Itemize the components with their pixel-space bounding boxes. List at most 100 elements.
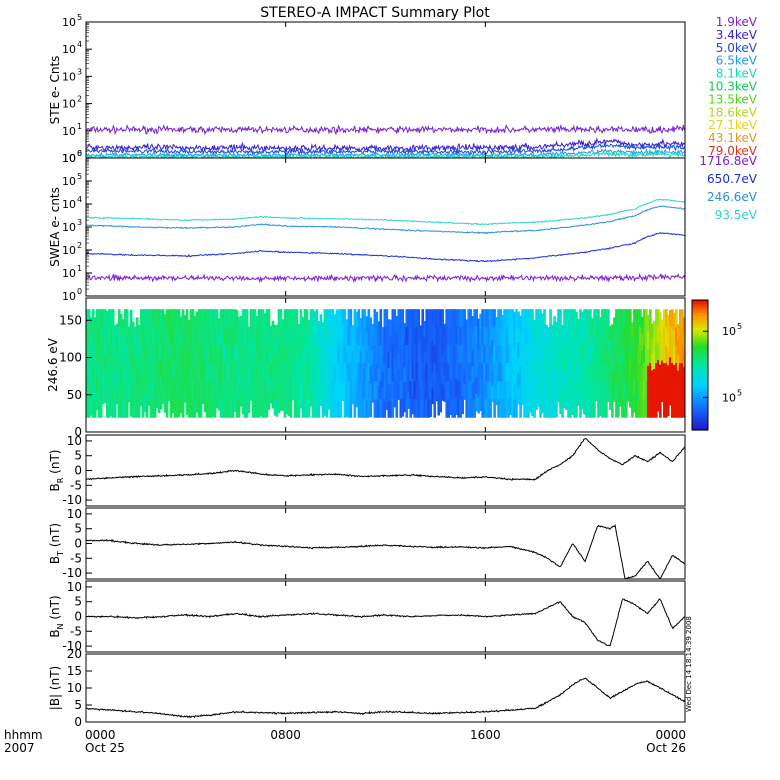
panel-pad-cell <box>511 345 514 364</box>
panel-pad-cell <box>369 350 373 368</box>
panel-bt-ytick-label: -10 <box>62 566 82 580</box>
panel-pad-cell <box>397 324 401 340</box>
panel-pad-cell <box>649 327 652 346</box>
panel-pad-cell <box>667 398 670 417</box>
panel-pad-cell <box>383 345 387 364</box>
panel-pad-cell <box>501 348 504 367</box>
panel-pad-cell <box>237 400 241 418</box>
panel-pad-cell <box>187 368 191 386</box>
panel-pad-cell <box>233 394 237 412</box>
panel-bmag-ylabel-unit: (nT) <box>48 666 62 694</box>
panel-pad-cell <box>621 381 624 400</box>
panel-pad-cell <box>131 337 135 355</box>
panel-pad-cell <box>671 345 674 364</box>
panel-pad-cell <box>459 399 462 418</box>
panel-pad-cell <box>341 370 345 386</box>
panel-pad-cell <box>675 381 678 400</box>
panel-pad-cell <box>561 355 564 372</box>
legend-ste-6: 13.5keV <box>708 92 758 106</box>
panel-pad-cell <box>435 309 439 326</box>
panel-pad-cell <box>511 399 514 418</box>
panel-pad-cell <box>529 343 532 362</box>
panel-pad-ytick-label: 100 <box>59 351 82 365</box>
panel-pad-cell <box>391 327 395 346</box>
side-timestamp: Wed Dec 14 18:14:39 2008 <box>685 616 693 712</box>
panel-pad-cell <box>313 311 317 330</box>
panel-pad-cell <box>441 384 445 401</box>
panel-pad-cell <box>105 310 109 330</box>
panel-bn-ytick-label: -5 <box>70 624 82 638</box>
panel-pad-cell <box>401 344 405 364</box>
panel-pad-cell <box>355 390 359 408</box>
panel-pad-cell <box>619 389 622 407</box>
panel-pad-cell <box>669 388 672 406</box>
panel-pad-cell <box>113 401 117 418</box>
panel-pad-cell <box>471 315 474 334</box>
panel-pad-cell <box>543 309 546 328</box>
panel-pad-cell <box>427 399 431 418</box>
panel-pad-cell <box>543 345 546 364</box>
panel-pad-cell <box>101 324 105 342</box>
panel-pad-cell <box>379 399 383 418</box>
panel-pad-cell <box>461 361 464 380</box>
panel-pad-cell <box>115 390 119 405</box>
panel-pad-cell <box>621 399 624 418</box>
panel-pad-cell <box>395 315 399 334</box>
panel-pad-cell <box>477 397 480 414</box>
panel-pad-cell <box>323 362 327 381</box>
panel-pad-cell <box>91 399 95 418</box>
panel-pad-cell <box>397 339 401 355</box>
panel-pad-cell <box>153 327 157 346</box>
panel-pad-cell <box>325 327 329 346</box>
panel-pad-cell <box>425 309 429 328</box>
panel-pad-cell <box>403 396 407 413</box>
panel-pad-cell <box>673 312 676 331</box>
panel-pad-cell <box>621 327 624 346</box>
panel-pad-cell <box>543 327 546 346</box>
panel-pad-cell <box>357 345 361 364</box>
panel-pad-cell <box>349 363 353 382</box>
panel-pad-cell <box>595 385 598 402</box>
panel-pad-cell <box>545 355 548 372</box>
panel-pad-cell <box>249 324 253 341</box>
panel-pad-cell <box>481 309 484 328</box>
panel-pad-cell <box>459 381 462 400</box>
panel-pad-cell <box>421 345 425 364</box>
panel-pad-cell <box>613 359 616 374</box>
panel-pad-cell <box>283 363 287 382</box>
panel-pad-cell <box>469 381 472 400</box>
panel-pad-cell <box>465 335 468 353</box>
panel-pad-cell <box>355 311 359 329</box>
panel-pad-cell <box>609 353 612 369</box>
panel-ste-series-0 <box>86 123 685 136</box>
panel-pad-cell <box>239 330 243 347</box>
panel-pad-cell <box>141 363 145 382</box>
panel-pad-cell <box>437 362 441 381</box>
panel-pad-cell <box>367 399 371 418</box>
panel-pad-cell <box>243 381 247 400</box>
panel-pad-cell <box>611 386 614 403</box>
panel-pad-cell <box>657 309 660 327</box>
panel-pad-cell <box>593 381 596 400</box>
panel-pad-cell <box>279 325 283 344</box>
panel-pad-cell <box>159 325 163 344</box>
panel-pad-cell <box>521 340 524 358</box>
colorbar-cell <box>692 313 708 316</box>
panel-pad-cell <box>227 363 231 382</box>
panel-pad-cell <box>251 399 255 418</box>
panel-pad-cell <box>393 357 397 375</box>
panel-pad-cell <box>595 354 598 371</box>
panel-pad-cell <box>531 397 534 417</box>
panel-pad-cell <box>475 393 478 412</box>
panel-pad-cell <box>333 365 337 384</box>
panel-pad-cell <box>607 355 610 372</box>
panel-pad-cell <box>293 309 297 328</box>
panel-pad-cell <box>665 399 668 418</box>
panel-br-ylabel-sub: R <box>56 477 65 483</box>
colorbar-cell <box>692 319 708 323</box>
panel-pad-cell <box>109 309 113 328</box>
panel-pad-cell <box>341 354 345 371</box>
panel-pad-cell <box>245 399 249 418</box>
panel-pad-cell <box>105 363 109 383</box>
